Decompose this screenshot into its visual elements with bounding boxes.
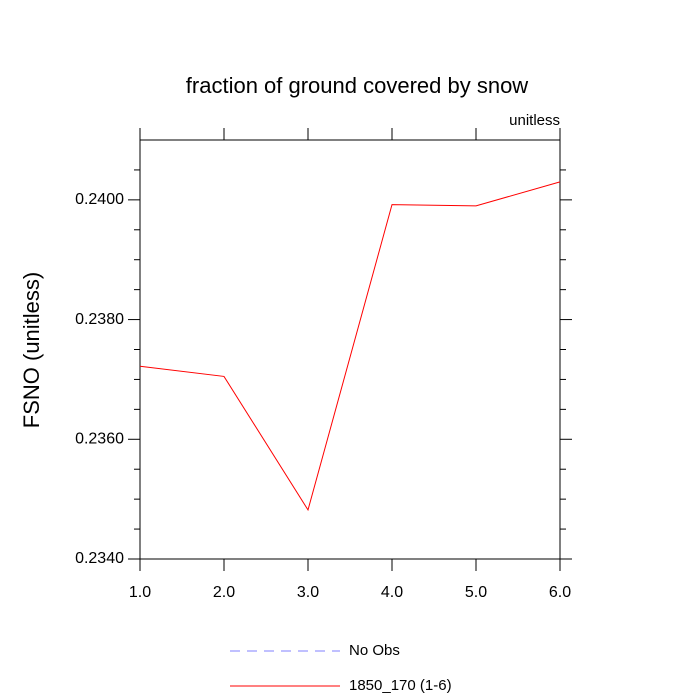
y-axis-label: FSNO (unitless): [19, 272, 44, 428]
subtitle: unitless: [509, 112, 560, 129]
legend-label: No Obs: [349, 642, 400, 659]
y-tick-label: 0.2400: [75, 191, 124, 208]
x-tick-label: 3.0: [297, 584, 319, 601]
legend-label: 1850_170 (1-6): [349, 677, 452, 694]
y-tick-label: 0.2340: [75, 550, 124, 567]
plot-frame: [139, 139, 561, 560]
y-tick-label: 0.2380: [75, 311, 124, 328]
x-tick-label: 1.0: [129, 584, 151, 601]
x-tick-label: 2.0: [213, 584, 235, 601]
chart-title: fraction of ground covered by snow: [186, 73, 529, 98]
series-line: [139, 181, 561, 512]
y-tick-label: 0.2360: [75, 431, 124, 448]
x-tick-label: 6.0: [549, 584, 571, 601]
x-tick-label: 5.0: [465, 584, 487, 601]
x-tick-label: 4.0: [381, 584, 403, 601]
